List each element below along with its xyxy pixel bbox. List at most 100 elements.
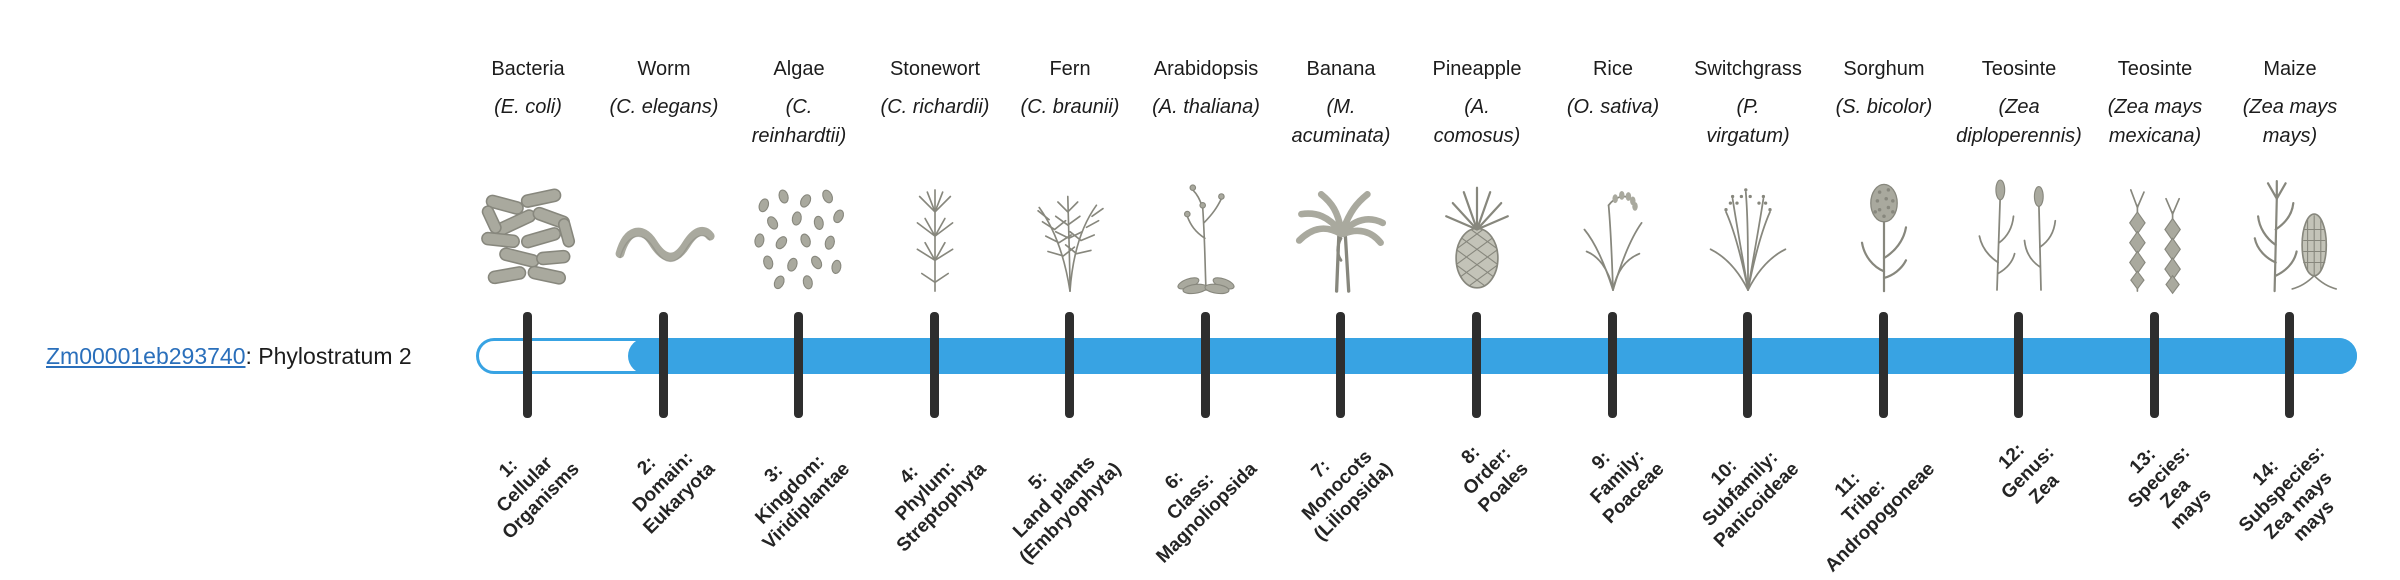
phylostratum-tick-10	[1743, 312, 1752, 418]
phylostratum-tick-6	[1201, 312, 1210, 418]
species-scientific-name: (O. sativa)	[1538, 93, 1688, 122]
species-scientific-name-line: (Zea mays	[2242, 96, 2338, 118]
stratum-label-text: 2: Domain: Eukaryota	[607, 426, 720, 539]
species-label: Teosinte (Zea diploperennis)	[1944, 56, 2094, 151]
stratum-label-text: 12: Genus: Zea	[1981, 426, 2076, 521]
stratum-label-text: 13: Species: Zea mays	[2108, 426, 2228, 546]
banana-icon	[1281, 168, 1401, 300]
stratum-label-text: 8: Order: Poales	[1442, 426, 1534, 518]
bacteria-icon	[468, 168, 588, 300]
species-scientific-name: (Zea mays mexicana)	[2080, 93, 2230, 151]
stratum-label-text: 9: Family: Poaceae	[1566, 426, 1669, 529]
species-label: Switchgrass (P. virgatum)	[1673, 56, 1823, 151]
species-common-name: Rice	[1592, 58, 1633, 80]
switchgrass-icon	[1688, 168, 1808, 300]
species-common-name: Fern	[1049, 58, 1091, 80]
phylostratum-tick-4	[930, 312, 939, 418]
phylostratum-tick-7	[1336, 312, 1345, 418]
phylostrata-bar-fill	[628, 338, 2357, 374]
species-scientific-name-line: diploperennis)	[1956, 125, 2082, 147]
phylostratum-tick-1	[523, 312, 532, 418]
stratum-label-text: 6: Class: Magnoliopsida	[1120, 426, 1262, 568]
algae-icon	[739, 168, 859, 300]
phylostratum-tick-14	[2285, 312, 2294, 418]
phylostratum-tick-13	[2150, 312, 2159, 418]
stratum-label-text: 3: Kingdom: Viridiplantae	[727, 426, 856, 555]
species-common-name: Maize	[2263, 58, 2317, 80]
maize-icon	[2230, 168, 2350, 300]
species-scientific-name: (A. thaliana)	[1131, 93, 1281, 122]
species-scientific-name: (C. richardii)	[860, 93, 1010, 122]
species-label: Stonewort (C. richardii)	[860, 56, 1010, 122]
species-scientific-name: (A. comosus)	[1402, 93, 1552, 151]
species-scientific-name-line: mays)	[2262, 125, 2318, 147]
phylostratum-tick-2	[659, 312, 668, 418]
gene-stratum-suffix: : Phylostratum 2	[245, 343, 412, 369]
species-scientific-name-line: (E. coli)	[494, 96, 562, 118]
species-scientific-name: (Zea mays mays)	[2215, 93, 2365, 151]
species-label: Arabidopsis (A. thaliana)	[1131, 56, 1281, 122]
species-scientific-name-line: (Zea mays	[2107, 96, 2203, 118]
gene-id-link[interactable]: Zm00001eb293740	[46, 343, 246, 369]
species-label: Fern (C. braunii)	[995, 56, 1145, 122]
species-scientific-name-line: mexicana)	[2108, 125, 2202, 147]
stratum-label-text: 7: Monocots (Liliopsida)	[1277, 426, 1397, 546]
species-common-name: Switchgrass	[1694, 58, 1802, 80]
phylostratum-tick-9	[1608, 312, 1617, 418]
species-common-name: Teosinte	[2117, 58, 2193, 80]
species-common-name: Worm	[637, 58, 691, 80]
phylostratum-tick-11	[1879, 312, 1888, 418]
fern-icon	[1010, 168, 1130, 300]
species-common-name: Pineapple	[1432, 58, 1522, 80]
species-scientific-name: (C. reinhardtii)	[724, 93, 874, 151]
phylostratum-tick-5	[1065, 312, 1074, 418]
species-common-name: Stonewort	[889, 58, 981, 80]
species-scientific-name-line: (S. bicolor)	[1835, 96, 1933, 118]
species-common-name: Arabidopsis	[1153, 58, 1259, 80]
arabidopsis-icon	[1146, 168, 1266, 300]
species-scientific-name-line: (C. elegans)	[609, 96, 719, 118]
stonewort-icon	[875, 168, 995, 300]
species-common-name: Banana	[1306, 58, 1376, 80]
species-scientific-name-line: (O. sativa)	[1566, 96, 1660, 118]
species-label: Sorghum (S. bicolor)	[1809, 56, 1959, 122]
phylostratum-tick-3	[794, 312, 803, 418]
species-scientific-name-line: (A.	[1464, 96, 1490, 118]
rice-icon	[1553, 168, 1673, 300]
species-label: Bacteria (E. coli)	[453, 56, 603, 122]
species-scientific-name-line: (A. thaliana)	[1152, 96, 1260, 118]
species-scientific-name-line: comosus)	[1433, 125, 1521, 147]
stratum-label-text: 5: Land plants (Embryophyta)	[983, 426, 1126, 569]
species-scientific-name-line: (Zea	[1998, 96, 2040, 118]
species-scientific-name: (Zea diploperennis)	[1944, 93, 2094, 151]
species-common-name: Algae	[773, 58, 825, 80]
stratum-label-text: 14: Subspecies: Zea mays mays	[2219, 426, 2363, 570]
species-label: Rice (O. sativa)	[1538, 56, 1688, 122]
species-scientific-name-line: (C.	[785, 96, 813, 118]
species-scientific-name: (C. braunii)	[995, 93, 1145, 122]
species-scientific-name: (E. coli)	[453, 93, 603, 122]
species-scientific-name-line: virgatum)	[1706, 125, 1790, 147]
species-scientific-name-line: (M.	[1326, 96, 1356, 118]
stratum-label-text: 1: Cellular Organisms	[466, 426, 585, 545]
stratum-label-text: 4: Phylum: Streptophyta	[860, 426, 991, 557]
species-label: Worm (C. elegans)	[589, 56, 739, 122]
worm-icon	[604, 168, 724, 300]
species-common-name: Bacteria	[491, 58, 565, 80]
species-label: Pineapple (A. comosus)	[1402, 56, 1552, 151]
species-scientific-name-line: (C. richardii)	[880, 96, 990, 118]
species-common-name: Teosinte	[1981, 58, 2057, 80]
species-label: Banana (M. acuminata)	[1266, 56, 1416, 151]
species-scientific-name-line: (C. braunii)	[1020, 96, 1120, 118]
pineapple-icon	[1417, 168, 1537, 300]
phylostratum-tick-12	[2014, 312, 2023, 418]
species-scientific-name-line: acuminata)	[1291, 125, 1391, 147]
gene-label: Zm00001eb293740: Phylostratum 2	[46, 343, 412, 370]
species-label: Teosinte (Zea mays mexicana)	[2080, 56, 2230, 151]
sorghum-icon	[1824, 168, 1944, 300]
species-scientific-name: (P. virgatum)	[1673, 93, 1823, 151]
species-common-name: Sorghum	[1843, 58, 1925, 80]
species-scientific-name: (M. acuminata)	[1266, 93, 1416, 151]
stratum-label-text: 11: Tribe: Andropogoneae	[1789, 426, 1940, 577]
